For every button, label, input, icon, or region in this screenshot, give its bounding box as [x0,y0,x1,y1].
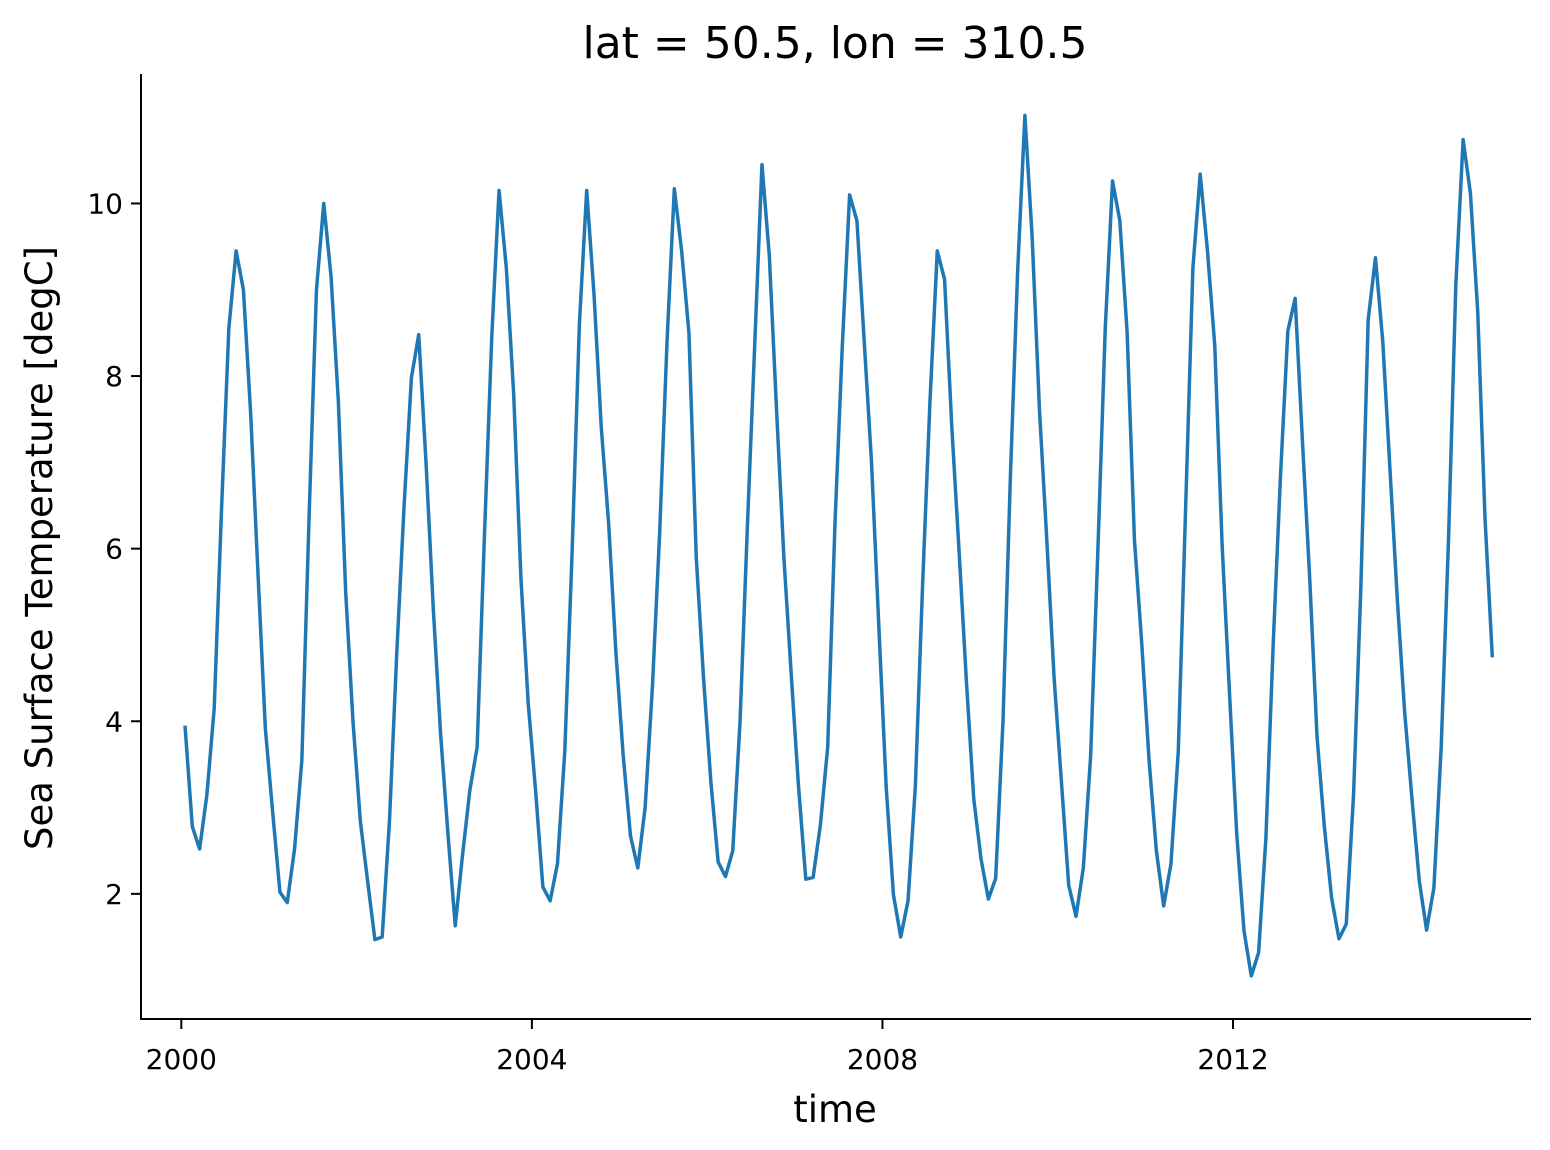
y-tick-label: 10 [87,187,123,220]
x-tick-label: 2004 [496,1043,567,1076]
y-tick-label: 4 [105,705,123,738]
y-axis-ticks: 2 4 6 8 10 [87,187,141,911]
x-axis-label: time [793,1088,877,1131]
y-tick-label: 2 [105,878,123,911]
x-tick-label: 2008 [847,1043,918,1076]
y-tick-label: 6 [105,533,123,566]
y-tick-label: 8 [105,360,123,393]
plot-area: 2000 2004 2008 2012 2 4 6 8 10 [87,74,1531,1076]
x-tick-label: 2012 [1197,1043,1268,1076]
sst-series-line [183,113,1495,978]
x-axis-ticks: 2000 2004 2008 2012 [146,1019,1269,1076]
y-axis-label: Sea Surface Temperature [degC] [18,246,61,850]
x-tick-label: 2000 [146,1043,217,1076]
chart-title: lat = 50.5, lon = 310.5 [582,18,1087,69]
